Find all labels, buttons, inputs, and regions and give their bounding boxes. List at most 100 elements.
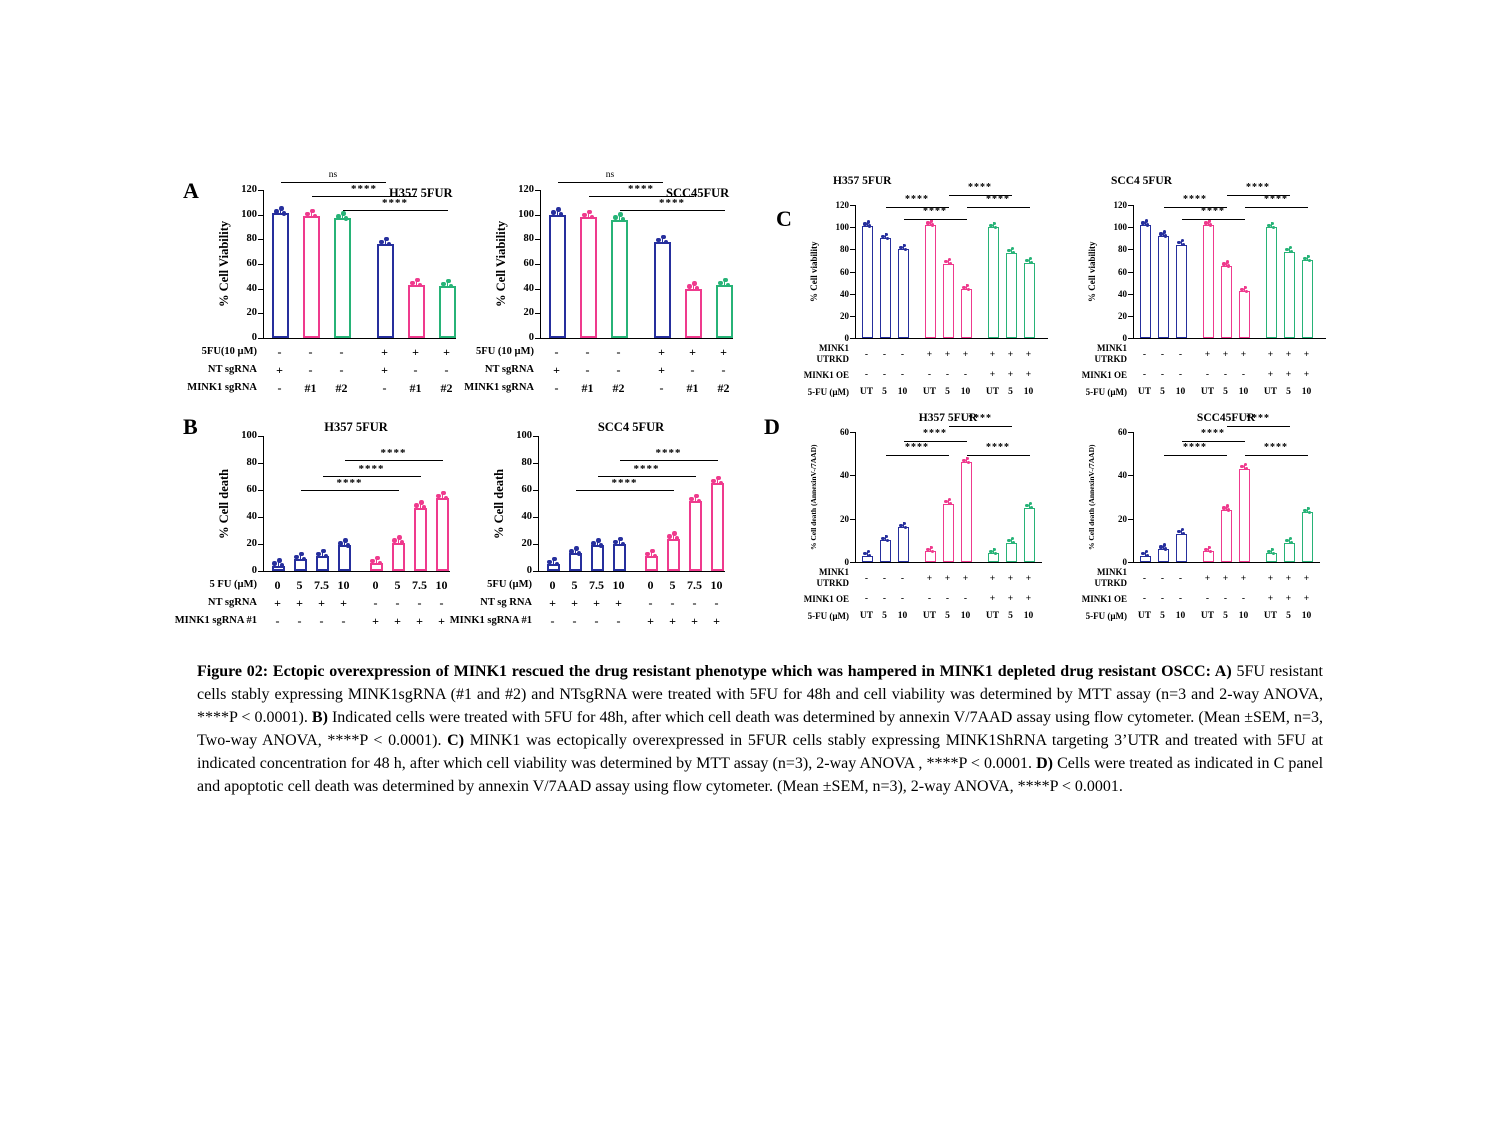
y-tick bbox=[533, 463, 538, 464]
y-tick bbox=[850, 432, 855, 433]
axis-row-value: + bbox=[1204, 350, 1211, 360]
y-tick bbox=[535, 190, 540, 191]
y-tick-label: 120 bbox=[835, 200, 850, 210]
bar bbox=[1140, 224, 1151, 338]
error-bar bbox=[672, 533, 675, 539]
plot-area: ns **** **** bbox=[540, 170, 733, 339]
error-bar bbox=[310, 210, 313, 216]
chart-B2: SCC4 5FUR% Cell death 0 20 40 60 80 100 **** ***… bbox=[450, 408, 754, 636]
y-tick-label: 60 bbox=[246, 484, 258, 495]
y-tick-label: 100 bbox=[1113, 222, 1128, 233]
y-tick bbox=[533, 517, 538, 518]
y-tick-label: 100 bbox=[516, 430, 532, 441]
axis-row-value: #2 bbox=[440, 381, 453, 395]
bar bbox=[862, 555, 873, 562]
axis-row-label: 5FU(10 µM) bbox=[201, 346, 257, 357]
y-tick-label: 120 bbox=[241, 184, 257, 195]
axis-row-value: + bbox=[1285, 594, 1292, 604]
axis-row-value: - bbox=[882, 574, 887, 584]
y-tick bbox=[535, 338, 540, 339]
axis-row-value: - bbox=[616, 345, 621, 359]
y-tick-label: 40 bbox=[1118, 470, 1127, 481]
axis-row-value: 0 bbox=[372, 578, 379, 592]
data-point bbox=[1285, 247, 1289, 252]
axis-row-value: 5 bbox=[882, 387, 887, 397]
significance-line bbox=[322, 476, 421, 477]
axis-row-value: + bbox=[1303, 370, 1310, 380]
data-point bbox=[1144, 219, 1148, 223]
data-point bbox=[1267, 549, 1271, 553]
axis-row-value: 5 bbox=[571, 578, 578, 592]
error-bar bbox=[1288, 537, 1291, 543]
axis-row-value: + bbox=[1007, 594, 1014, 604]
y-tick-label: 100 bbox=[835, 222, 850, 233]
axis-row-label: MINK1 OE bbox=[1081, 594, 1127, 604]
axis-row-value: #2 bbox=[717, 381, 730, 395]
data-point bbox=[899, 523, 903, 527]
axis-row-value: 10 bbox=[612, 578, 625, 592]
data-point bbox=[1306, 254, 1310, 258]
axis-row-value: 7.5 bbox=[589, 578, 604, 592]
axis-row-value: + bbox=[720, 345, 727, 359]
axis-row-label: MINK1 sgRNA bbox=[464, 382, 534, 393]
axis-row-value: - bbox=[882, 370, 887, 380]
error-bar bbox=[384, 239, 387, 245]
axis-row-value: - bbox=[373, 596, 378, 610]
data-point bbox=[1222, 262, 1226, 266]
significance-line bbox=[1226, 195, 1290, 196]
y-tick-label: 100 bbox=[241, 430, 257, 441]
data-point bbox=[1141, 551, 1145, 556]
axis-row-value: UT bbox=[1263, 387, 1278, 397]
chart-title: H357 5FUR bbox=[324, 420, 388, 434]
bar bbox=[880, 238, 891, 338]
axis-row-value: - bbox=[395, 596, 400, 610]
axis-row-label: 5 FU (µM) bbox=[209, 579, 257, 590]
axis-row-value: 10 bbox=[960, 387, 971, 397]
bar bbox=[925, 551, 936, 562]
error-bar bbox=[618, 214, 621, 220]
data-point bbox=[989, 223, 993, 227]
bar bbox=[1140, 555, 1151, 562]
data-point bbox=[962, 285, 966, 289]
data-point bbox=[613, 539, 618, 545]
axis-row-value: - bbox=[945, 594, 950, 604]
bar bbox=[549, 214, 566, 338]
axis-row-value: + bbox=[274, 596, 281, 610]
data-point bbox=[448, 284, 454, 289]
axis-row-value: 0 bbox=[549, 578, 556, 592]
axis-row-value: + bbox=[689, 345, 696, 359]
bar bbox=[294, 558, 307, 571]
axis-row-value: + bbox=[989, 370, 996, 380]
bar bbox=[988, 553, 999, 562]
axis-row-value: - bbox=[963, 594, 968, 604]
axis-row-value: - bbox=[339, 345, 344, 359]
error-bar bbox=[1243, 463, 1246, 469]
bar bbox=[547, 564, 560, 571]
data-point bbox=[384, 237, 389, 242]
chart-title: SCC4 5FUR bbox=[1111, 175, 1173, 187]
error-bar bbox=[343, 540, 346, 546]
axis-row-value: + bbox=[1222, 574, 1229, 584]
data-point bbox=[620, 217, 626, 222]
axis-row-value: + bbox=[1267, 594, 1274, 604]
data-point bbox=[415, 277, 420, 283]
y-tick-label: 0 bbox=[844, 557, 850, 567]
bar bbox=[1203, 224, 1214, 338]
error-bar bbox=[1144, 550, 1147, 556]
y-tick bbox=[1128, 315, 1133, 317]
axis-row-value: UT bbox=[1137, 387, 1152, 397]
axis-row-value: UT bbox=[859, 611, 874, 621]
data-point bbox=[667, 534, 672, 539]
panel-label-d: D bbox=[764, 414, 780, 439]
significance-label: **** bbox=[923, 428, 947, 439]
axis-row-value: 10 bbox=[1023, 611, 1034, 621]
chart-C2: SCC4 5FUR% Cell viability 0 20 40 60 80 100 120… bbox=[1082, 175, 1355, 407]
axis-row-value: + bbox=[1025, 370, 1032, 380]
axis-row-value: 10 bbox=[337, 578, 350, 592]
data-point bbox=[1159, 545, 1163, 549]
axis-row-value: - bbox=[1160, 574, 1165, 584]
data-point bbox=[370, 558, 375, 564]
data-point bbox=[299, 551, 304, 557]
significance-label: **** bbox=[986, 194, 1010, 205]
